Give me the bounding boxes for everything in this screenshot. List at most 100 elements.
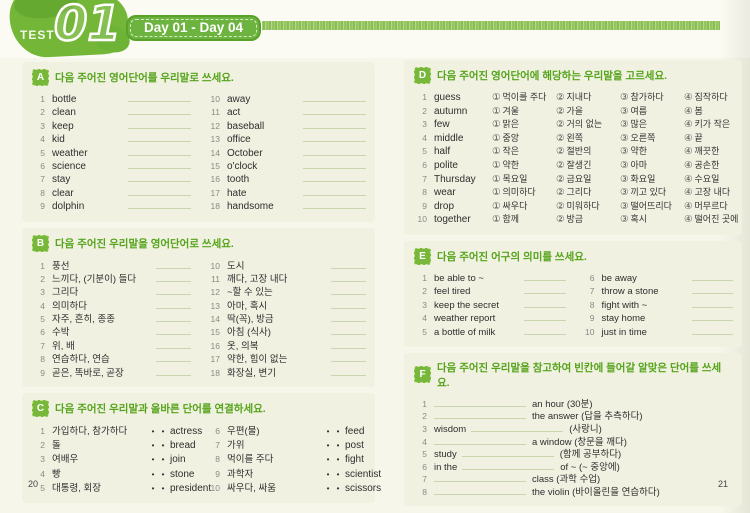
choice-marker: ②: [556, 159, 565, 171]
section-d-title: 다음 주어진 영어단어에 해당하는 우리말을 고르세요.: [437, 70, 668, 82]
section-d: D 다음 주어진 영어단어에 해당하는 우리말을 고르세요. 1 guess ① 먹이…: [404, 60, 742, 235]
answer-line: [128, 159, 191, 169]
match-dot-right: •: [161, 483, 165, 493]
vocab-row: 12 baseball: [207, 119, 366, 132]
answer-line: [331, 299, 366, 309]
answer-line: [331, 366, 366, 376]
choice-label: 가을: [566, 105, 584, 116]
item-number: 2: [40, 273, 45, 284]
item-term: autumn: [434, 105, 468, 117]
fill-row: 7 class (과학 수업): [414, 471, 733, 485]
vocab-row: 8 clear: [32, 186, 191, 199]
item-number: 4: [40, 300, 45, 311]
vocab-row: 11 깨다, 고장 내다: [207, 271, 366, 285]
vocab-row: 17 약한, 힘이 없는: [207, 351, 366, 366]
choice-label: 공손한: [694, 159, 720, 170]
item-number: 8: [40, 354, 45, 365]
vocab-row: 1 be able to ~: [414, 271, 566, 284]
item-number: 2: [40, 107, 45, 118]
choice-label: 먹이를 주다: [502, 92, 547, 102]
item-number: 7: [215, 440, 220, 451]
match-dot-left: •: [151, 483, 155, 493]
choice-label: 미워하다: [566, 200, 600, 211]
choice-option: ④ 수요일: [684, 172, 748, 185]
choice-label: 절반의: [566, 146, 592, 157]
choice-label: 짐작하다: [694, 92, 728, 102]
item-number: 7: [589, 286, 595, 297]
item-term: throw a stone: [601, 286, 659, 298]
choice-marker: ④: [684, 187, 693, 199]
answer-line: [691, 284, 733, 295]
choice-marker: ②: [556, 187, 565, 199]
item-number: 5: [422, 326, 427, 337]
item-number: 4: [40, 134, 45, 145]
match-korean-term: 가입하다, 참가하다: [52, 426, 128, 438]
match-dot-left: •: [326, 441, 330, 451]
vocab-row: 10 away: [207, 92, 366, 105]
fill-row: 1 an hour (30분): [414, 396, 733, 410]
choice-label: 끼고 있다: [630, 187, 667, 198]
vocab-row: 3 keep: [32, 119, 191, 132]
vocab-row: 8 연습하다, 연습: [32, 351, 191, 365]
match-dot-right: •: [336, 483, 340, 493]
choice-label: 거의 없는: [566, 119, 603, 130]
item-number: 9: [589, 313, 595, 324]
fill-blank-line: [471, 422, 564, 433]
vocab-row: 10 just in time: [582, 325, 733, 338]
choice-label: 화요일: [630, 173, 656, 184]
answer-line: [524, 311, 566, 322]
vocab-row: 15 o'clock: [207, 159, 366, 172]
match-row: 8 먹이를 주다 • • fight: [207, 451, 366, 465]
vocab-row: 9 곧은, 똑바로, 곧장: [32, 365, 191, 379]
answer-line: [303, 146, 366, 156]
section-a-title: 다음 주어진 영어단어를 우리말로 쓰세요.: [55, 72, 234, 84]
item-number: 6: [422, 159, 427, 170]
item-number: 9: [422, 200, 427, 211]
page-number-right: 21: [718, 479, 729, 489]
choice-option: ② 미워하다: [556, 199, 620, 212]
section-f-letter-badge: F: [414, 366, 431, 384]
item-term: middle: [434, 132, 464, 144]
item-number: 3: [40, 454, 45, 465]
item-number: 2: [422, 105, 427, 116]
item-term: fight with ~: [601, 299, 648, 311]
item-term: o'clock: [227, 160, 258, 172]
item-number: 3: [422, 299, 427, 310]
choice-label: 잘생긴: [566, 159, 592, 170]
choice-marker: ①: [492, 92, 501, 103]
vocab-row: 7 위, 배: [32, 338, 191, 352]
answer-line: [524, 298, 566, 308]
item-term: just in time: [601, 326, 647, 338]
answer-line: [128, 186, 191, 196]
choice-option: ③ 끼고 있다: [620, 185, 684, 198]
choice-row: 3 few ① 맑은 ② 거의 없는 ③ 많은 ④ 키가 작은: [414, 117, 733, 131]
section-f-title: 다음 주어진 우리말을 참고하여 빈칸에 들어갈 알맞은 단어를 쓰세요.: [437, 361, 722, 389]
match-english-term: scientist: [345, 468, 382, 480]
choice-label: 수요일: [694, 173, 720, 184]
choice-marker: ③: [620, 105, 629, 117]
match-english-term: post: [345, 440, 364, 452]
section-e: E 다음 주어진 어구의 의미를 쓰세요. 1 be able to ~ 2 feel…: [404, 240, 742, 347]
vocab-row: 15 아침 (식사): [207, 324, 366, 338]
item-number: 16: [210, 174, 220, 185]
item-number: 12: [210, 120, 220, 131]
item-number: 5: [40, 482, 45, 493]
item-term: hate: [227, 187, 247, 199]
match-korean-term: 싸우다, 싸움: [227, 482, 276, 494]
vocab-row: 18 handsome: [207, 199, 366, 212]
item-term: stay: [52, 174, 71, 186]
fill-row: 5 study (함께 공부하다): [414, 446, 733, 460]
test-number: 01: [53, 0, 122, 53]
choice-marker: ②: [556, 92, 565, 103]
section-b-header: B 다음 주어진 우리말을 영어단어로 쓰세요.: [32, 234, 366, 252]
item-term: wear: [434, 187, 456, 199]
match-row: 6 우편(물) • • feed: [207, 423, 366, 437]
fill-pre-text: wisdom: [434, 424, 467, 436]
choice-label: 겨울: [502, 105, 520, 116]
item-term: 수박: [52, 327, 70, 339]
item-term: 약한, 힘이 없는: [227, 354, 288, 366]
choice-row: 2 autumn ① 겨울 ② 가을 ③ 여름 ④ 봄: [414, 104, 733, 118]
vocab-row: 3 그리다: [32, 284, 191, 298]
choice-option: ① 먹이를 주다: [492, 90, 556, 103]
choice-row: 4 middle ① 중앙 ② 왼쪽 ③ 오른쪽 ④ 끝: [414, 131, 733, 145]
